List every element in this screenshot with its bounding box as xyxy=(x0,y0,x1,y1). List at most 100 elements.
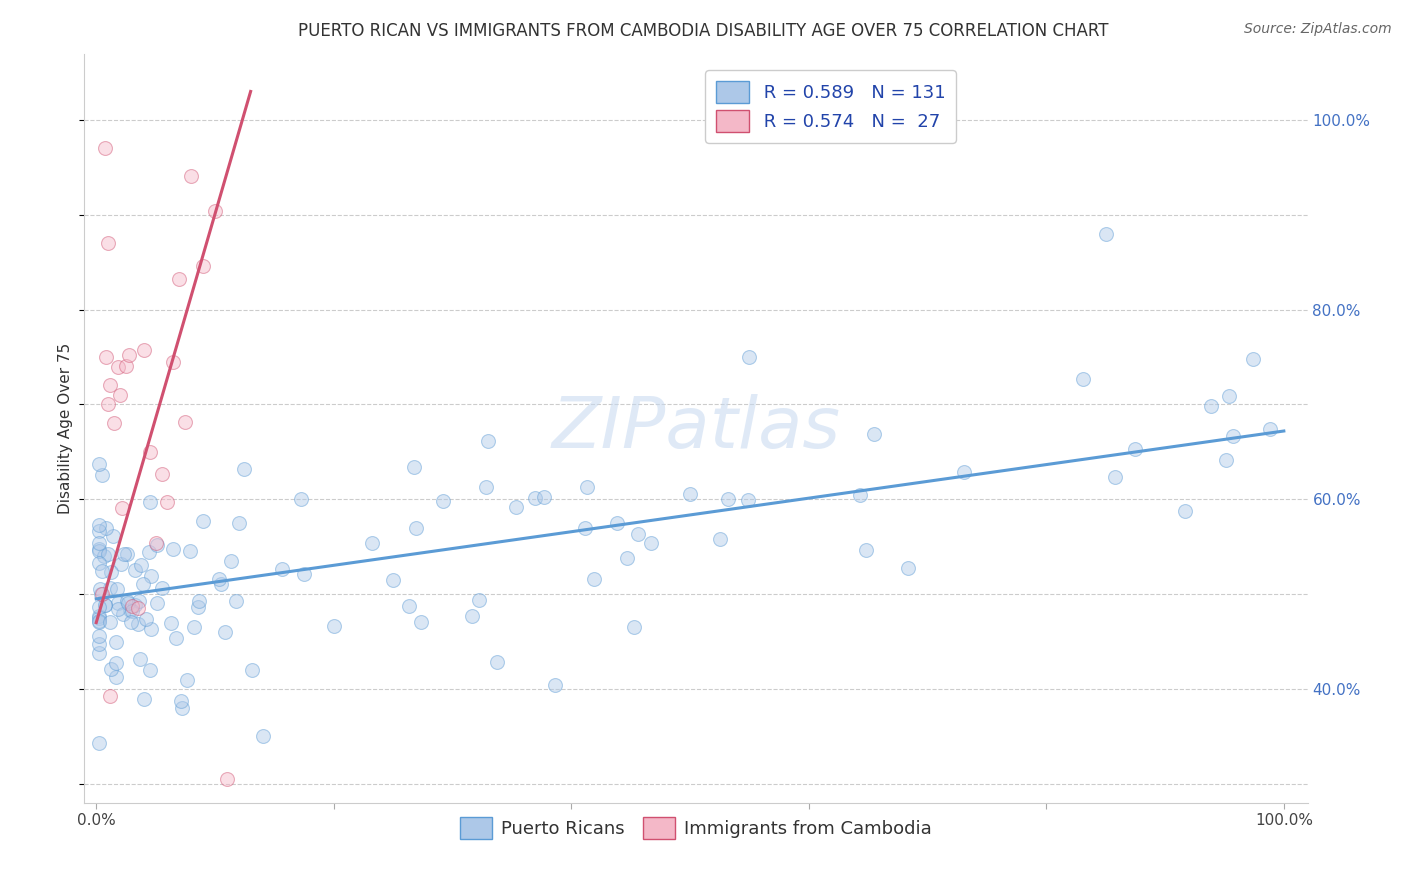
Point xyxy=(717,491,740,506)
Point xyxy=(93,549,115,563)
Point xyxy=(94,350,117,364)
Point xyxy=(737,492,759,507)
Point xyxy=(138,545,160,559)
Point xyxy=(97,236,120,251)
Point xyxy=(505,500,527,515)
Point xyxy=(179,544,201,558)
Point xyxy=(108,388,131,402)
Point xyxy=(574,520,596,534)
Point xyxy=(111,501,134,516)
Point xyxy=(360,536,382,550)
Point xyxy=(1218,389,1240,403)
Point xyxy=(402,459,425,474)
Point xyxy=(533,490,555,504)
Point xyxy=(162,542,184,557)
Point xyxy=(204,204,226,219)
Point xyxy=(100,689,122,703)
Point xyxy=(87,524,110,538)
Point xyxy=(1094,227,1116,241)
Point xyxy=(115,594,138,608)
Point xyxy=(132,691,155,706)
Point xyxy=(104,657,127,671)
Point xyxy=(111,607,134,621)
Point xyxy=(183,620,205,634)
Point xyxy=(1104,470,1126,484)
Point xyxy=(97,547,120,561)
Point xyxy=(219,554,242,568)
Point xyxy=(242,663,264,677)
Point xyxy=(170,701,193,715)
Point xyxy=(90,564,112,578)
Point xyxy=(87,536,110,550)
Point xyxy=(132,576,155,591)
Point xyxy=(98,582,121,596)
Point xyxy=(87,615,110,629)
Point xyxy=(139,568,162,582)
Point xyxy=(208,572,231,586)
Point xyxy=(87,608,110,623)
Point xyxy=(90,587,112,601)
Point xyxy=(138,663,160,677)
Point xyxy=(187,599,209,614)
Point xyxy=(87,736,110,750)
Point xyxy=(145,537,167,551)
Point xyxy=(1258,422,1281,436)
Point xyxy=(468,592,491,607)
Point xyxy=(606,516,628,531)
Point xyxy=(292,567,315,582)
Point xyxy=(105,582,128,596)
Point xyxy=(191,514,214,528)
Point xyxy=(382,574,405,588)
Point xyxy=(112,547,135,561)
Point xyxy=(117,596,139,610)
Point xyxy=(87,615,110,629)
Point xyxy=(188,594,211,608)
Point xyxy=(135,612,157,626)
Text: Source: ZipAtlas.com: Source: ZipAtlas.com xyxy=(1244,22,1392,37)
Point xyxy=(91,587,114,601)
Point xyxy=(152,581,174,595)
Point xyxy=(398,599,420,613)
Point xyxy=(128,594,150,608)
Text: PUERTO RICAN VS IMMIGRANTS FROM CAMBODIA DISABILITY AGE OVER 75 CORRELATION CHAR: PUERTO RICAN VS IMMIGRANTS FROM CAMBODIA… xyxy=(298,22,1108,40)
Point xyxy=(120,615,142,630)
Point xyxy=(129,558,152,573)
Point xyxy=(583,573,606,587)
Point xyxy=(87,646,110,660)
Point xyxy=(110,558,132,572)
Point xyxy=(87,556,110,570)
Point xyxy=(1174,504,1197,518)
Point xyxy=(640,536,662,550)
Point xyxy=(461,608,484,623)
Point xyxy=(96,521,118,535)
Point xyxy=(105,670,128,684)
Point xyxy=(107,601,129,615)
Point xyxy=(477,434,499,449)
Point xyxy=(97,397,120,411)
Point xyxy=(132,343,155,357)
Point xyxy=(252,730,274,744)
Point xyxy=(1222,428,1244,442)
Point xyxy=(145,536,167,550)
Point xyxy=(214,624,236,639)
Point xyxy=(1241,352,1264,367)
Point xyxy=(93,599,115,613)
Point xyxy=(180,169,202,184)
Point xyxy=(544,678,567,692)
Point xyxy=(165,632,187,646)
Point xyxy=(174,415,197,429)
Point xyxy=(1215,453,1237,467)
Point xyxy=(107,359,129,374)
Point xyxy=(87,543,110,558)
Point xyxy=(1071,372,1094,386)
Point xyxy=(115,547,138,561)
Point xyxy=(98,615,121,629)
Point xyxy=(233,462,256,476)
Point xyxy=(146,596,169,610)
Point xyxy=(211,577,233,591)
Point xyxy=(170,694,193,708)
Point xyxy=(623,620,645,634)
Point xyxy=(1123,442,1146,456)
Point xyxy=(953,465,976,479)
Point xyxy=(87,542,110,557)
